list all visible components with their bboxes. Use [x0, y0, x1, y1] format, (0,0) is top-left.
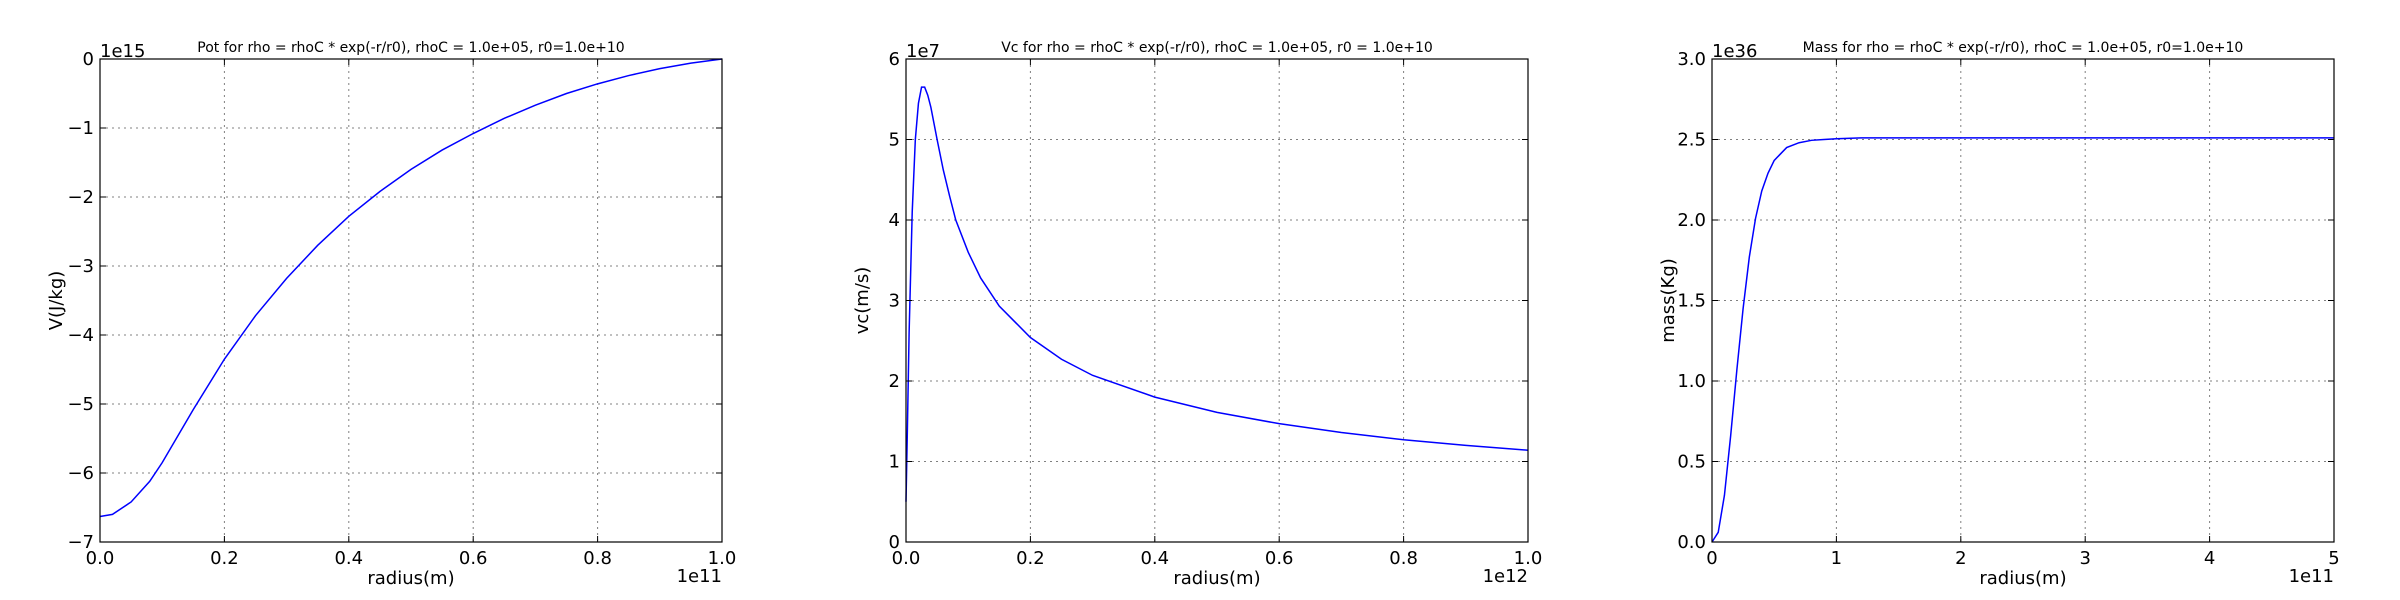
y-tick-label: −6	[67, 463, 94, 484]
x-tick-label: 0.0	[892, 548, 921, 569]
y-offset-label: 1e7	[906, 41, 940, 62]
y-tick-label: 4	[889, 210, 900, 231]
x-offset-label: 1e12	[1483, 566, 1528, 587]
x-tick-label: 0.0	[86, 548, 115, 569]
x-offset-label: 1e11	[677, 566, 722, 587]
plot-frame	[99, 58, 723, 543]
y-axis-label: vc(m/s)	[852, 267, 873, 335]
series-line	[99, 58, 723, 518]
y-tick-label: −3	[67, 256, 94, 277]
x-tick-label: 1.0	[1514, 548, 1543, 569]
x-tick-label: 0.4	[1140, 548, 1169, 569]
y-tick-label: 0.0	[1677, 532, 1706, 553]
y-tick-label: −1	[67, 118, 94, 139]
y-tick-label: 3.0	[1677, 49, 1706, 70]
chart-panel-2: 0.0 0.2 0.4 0.6 0.8 1.0 0 1 2 3 4 5 6 Vc for rho = rh…	[852, 40, 1542, 589]
series-line	[905, 86, 1529, 502]
y-axis-label: mass(Kg)	[1658, 258, 1679, 343]
x-tick-label: 2	[1955, 548, 1966, 569]
x-tick-label: 4	[2204, 548, 2215, 569]
chart-title: Mass for rho = rhoC * exp(-r/r0), rhoC =…	[1803, 40, 2244, 56]
y-tick-label: 0.5	[1677, 452, 1706, 473]
series-line	[1711, 137, 2334, 543]
y-tick-label: 2	[889, 371, 900, 392]
x-tick-label: 1	[1831, 548, 1842, 569]
x-tick-label: 0.6	[1265, 548, 1294, 569]
y-tick-label: 0	[889, 532, 900, 553]
y-tick-label: 6	[889, 49, 900, 70]
y-tick-label: 1	[889, 452, 900, 473]
x-tick-label: 5	[2328, 548, 2339, 569]
x-tick-label: 0.8	[583, 548, 612, 569]
x-tick-label: 0.6	[459, 548, 488, 569]
y-tick-label: −7	[67, 532, 94, 553]
y-tick-label: 1.0	[1677, 371, 1706, 392]
y-axis-label: V(J/kg)	[46, 271, 67, 331]
x-tick-label: 0.8	[1389, 548, 1418, 569]
y-tick-label: 0	[83, 49, 94, 70]
y-tick-label: 2.5	[1677, 130, 1706, 151]
x-axis-label: radius(m)	[367, 568, 454, 589]
y-tick-label: 3	[889, 291, 900, 312]
y-tick-label: 1.5	[1677, 291, 1706, 312]
x-tick-label: 0	[1706, 548, 1717, 569]
y-offset-label: 1e15	[100, 41, 145, 62]
y-tick-label: −4	[67, 325, 94, 346]
x-tick-label: 3	[2079, 548, 2090, 569]
y-tick-label: −5	[67, 394, 94, 415]
x-tick-label: 1.0	[708, 548, 737, 569]
chart-title: Vc for rho = rhoC * exp(-r/r0), rhoC = 1…	[1001, 40, 1433, 56]
y-tick-label: 2.0	[1677, 210, 1706, 231]
y-tick-label: 5	[889, 130, 900, 151]
x-axis-label: radius(m)	[1979, 568, 2066, 589]
chart-title: Pot for rho = rhoC * exp(-r/r0), rhoC = …	[197, 40, 624, 56]
x-offset-label: 1e11	[2289, 566, 2334, 587]
chart-panel-1: 0.0 0.2 0.4 0.6 0.8 1.0 −7 −6 −5 −4 −3 −2 −1 0 Pot for…	[46, 40, 736, 589]
x-axis-label: radius(m)	[1173, 568, 1260, 589]
x-tick-label: 0.2	[210, 548, 239, 569]
y-tick-label: −2	[67, 187, 94, 208]
chart-panel-3: 0 1 2 3 4 5 0.0 0.5 1.0 1.5 2.0 2.5 3.0 Mass for rho …	[1658, 40, 2340, 589]
y-offset-label: 1e36	[1712, 41, 1757, 62]
x-tick-label: 0.4	[334, 548, 363, 569]
x-tick-label: 0.2	[1016, 548, 1045, 569]
